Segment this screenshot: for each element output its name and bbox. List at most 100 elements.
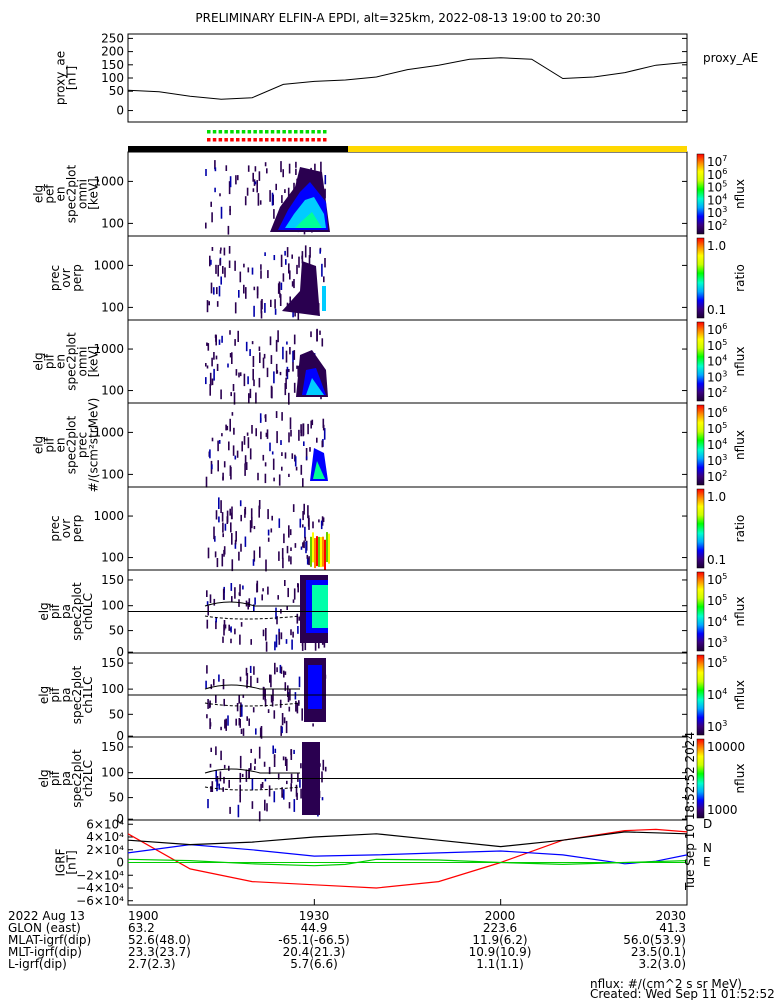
panel-p7-px — [206, 714, 208, 719]
panel-p6-ytick-label-0: 150 — [101, 573, 124, 587]
panel-p2-px — [209, 255, 211, 267]
panel-p5-px — [221, 512, 224, 522]
panel-p3-px — [292, 362, 294, 372]
panel-p8-px — [241, 773, 244, 778]
panel-p5-px — [249, 520, 252, 533]
science-dot-top — [253, 130, 257, 134]
panel-p4-cbar-tick-3-exp: 3 — [722, 453, 727, 462]
panel-p2-ytick-label-1: 100 — [101, 300, 124, 314]
panel-p5-ratio2-bar — [316, 536, 318, 567]
panel-p4-px — [305, 456, 308, 460]
plot-title: PRELIMINARY ELFIN-A EPDI, alt=325km, 202… — [195, 11, 600, 25]
panel-p4-label-5: #/(scm²strMeV) — [87, 398, 101, 493]
panel-p5-ratio2-bar — [320, 537, 322, 568]
panel-p4-px — [228, 441, 230, 451]
panel-p7-px — [207, 699, 209, 709]
panel-p8-px — [251, 801, 254, 809]
panel-p1-px — [246, 187, 249, 196]
panels-group: 250200150100500proxy_ae[nT]proxy_AE10001… — [32, 31, 759, 907]
panel-p4-px — [302, 423, 304, 437]
panel-p7-cbar-tick-0: 105 — [707, 655, 727, 670]
panel-ae-ytick-label-2: 150 — [101, 58, 124, 72]
science-dot-bottom — [270, 138, 275, 142]
panel-p4-prec-core — [313, 461, 325, 479]
panel-p3-px — [319, 330, 321, 335]
panel-p3-px — [285, 350, 288, 363]
panel-p3-px — [234, 339, 236, 346]
footer-value-3-0: 23.3(23.7) — [128, 945, 191, 959]
panel-ae-frame — [127, 33, 688, 123]
panel-p1-px — [282, 169, 284, 178]
science-dot-top — [212, 130, 217, 134]
panel-p1-cbar-tick-0: 107 — [707, 154, 727, 169]
panel-igrf-ytick-label-0: 6×10⁴ — [86, 817, 124, 831]
panel-p7-px — [246, 716, 248, 721]
panel-p5-px — [305, 541, 307, 554]
panel-p3-px — [230, 392, 232, 397]
panel-p3-cbar-tick-1: 105 — [707, 338, 727, 353]
panel-p2-px — [297, 309, 300, 320]
panel-p4-px — [245, 462, 248, 470]
panel-p3-px — [205, 363, 207, 367]
panel-p1-cbar-tick-5-base: 10 — [707, 219, 722, 233]
panel-p7-label-3: spec2plot — [70, 665, 84, 724]
panel-p3-cbar-tick-1-exp: 5 — [722, 338, 727, 347]
panel-p5-px — [303, 511, 305, 515]
panel-p7-px — [301, 708, 303, 721]
panel-p7-px — [255, 728, 257, 735]
panel-p5-px — [278, 518, 281, 528]
panel-p5-ratio2-bar — [324, 539, 326, 570]
panel-p2-px — [260, 270, 262, 279]
panel-p5-px — [265, 559, 267, 572]
panel-p3-px — [247, 376, 249, 385]
panel-p8-px — [274, 748, 277, 753]
science-dot-top — [282, 130, 286, 134]
panel-p6-px — [239, 634, 241, 645]
panel-p7-px — [227, 715, 229, 726]
panel-p1-ytick-label-0: 1000 — [93, 174, 124, 188]
panel-p1-label-5: [keV] — [87, 178, 101, 209]
panel-p8-px — [239, 772, 242, 783]
panel-p8-px — [209, 763, 212, 768]
panel-p6-px — [301, 638, 304, 651]
panel-p8-px — [286, 758, 288, 771]
panel-p2-px — [218, 285, 221, 297]
panel-p5-ratio2-bar — [322, 536, 324, 567]
panel-igrf-ytick-label-2: 2×10⁴ — [86, 843, 124, 857]
panel-p6-px — [267, 586, 269, 595]
panel-p6-cbar-tick-1-exp: 5 — [722, 593, 727, 602]
footer-value-4-0: 2.7(2.3) — [128, 957, 176, 971]
panel-p7-px — [285, 720, 288, 734]
panel-p8-cbar-tick-1: 1000 — [707, 803, 738, 817]
panel-p6-label-1: pif — [48, 603, 62, 619]
footer-value-2-0: 52.6(48.0) — [128, 933, 191, 947]
panel-p2-ratio-blob — [282, 261, 320, 316]
panel-p2-px — [211, 247, 214, 251]
footer-value-3-1: 20.4(21.3) — [283, 945, 346, 959]
panel-p8-px — [261, 782, 264, 788]
panel-p4-px — [234, 455, 237, 460]
panel-p7-pa1-line-bot — [204, 702, 301, 707]
panel-p1-px — [252, 172, 254, 182]
panel-p7-px — [269, 674, 271, 683]
panel-p4-px — [310, 420, 312, 429]
panel-p1-label-4: omni — [76, 179, 90, 209]
panel-p3-px — [258, 377, 261, 388]
panel-p4-colorbar — [696, 404, 705, 486]
panel-p6-cbar-tick-0-base: 10 — [707, 573, 722, 587]
panel-p2-px — [308, 255, 311, 267]
panel-p5-px — [304, 536, 307, 541]
panel-p8-px — [260, 783, 262, 790]
science-dot-top — [317, 130, 321, 134]
panel-p1-label-3: spec2plot — [65, 164, 79, 223]
panel-p6-px — [297, 583, 299, 593]
panel-p1-cbar-tick-2-exp: 5 — [722, 180, 727, 189]
panel-p4-px — [266, 429, 269, 439]
panel-p2-cbar-title: ratio — [733, 264, 747, 292]
panel-p1-px — [253, 179, 256, 186]
panel-p4-px — [232, 445, 235, 456]
panel-p6-px — [247, 602, 249, 610]
science-dot-bottom — [207, 138, 211, 142]
panel-p2-px — [216, 301, 219, 307]
